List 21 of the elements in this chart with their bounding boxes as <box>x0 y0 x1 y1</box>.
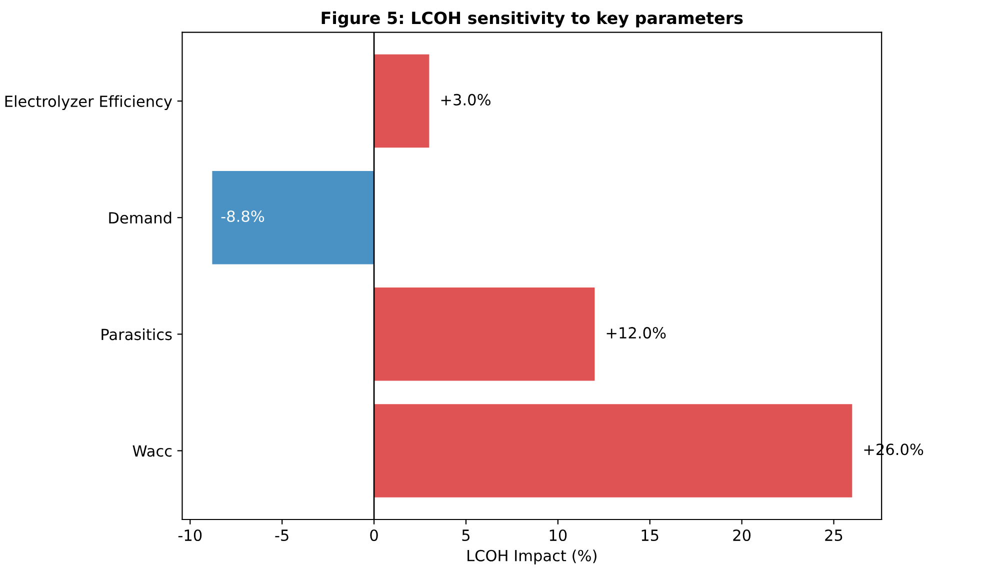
y-tick-label: Demand <box>109 212 172 224</box>
data-label: -8.8% <box>221 210 264 222</box>
x-tick-label: 0 <box>370 529 378 542</box>
y-tick-label: Electrolyzer Efficiency <box>5 95 172 110</box>
x-tick-label: -5 <box>275 530 288 542</box>
x-tick-label: 5 <box>462 530 470 542</box>
bar <box>212 170 374 264</box>
x-tick-label: 20 <box>733 529 751 542</box>
chart-title: Figure 5: LCOH sensitivity to key parameters <box>322 11 743 28</box>
x-tick-label: 15 <box>642 530 658 542</box>
data-label: +12.0% <box>606 327 666 339</box>
y-tick-label: Parasitics <box>102 328 172 340</box>
x-tick-label: -10 <box>178 529 202 542</box>
bar <box>374 404 852 498</box>
x-tick-label: 10 <box>550 529 567 542</box>
x-tick-label: 25 <box>825 529 842 542</box>
bar <box>374 288 595 381</box>
y-tick-label: Wacc <box>132 445 172 457</box>
data-label: +3.0% <box>441 94 490 106</box>
bar <box>374 54 430 148</box>
x-axis-title: LCOH Impact (%) <box>468 550 596 564</box>
